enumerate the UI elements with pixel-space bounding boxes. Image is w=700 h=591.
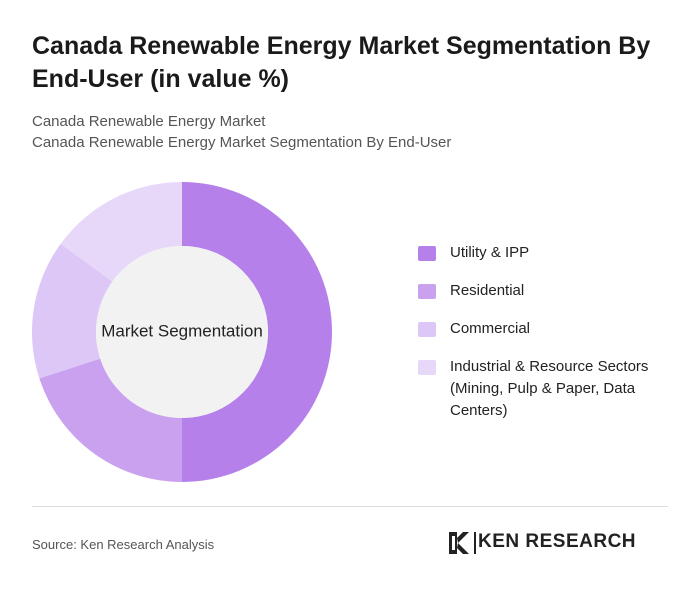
brand-name: KEN RESEARCH <box>478 531 637 552</box>
legend-label: Commercial <box>450 320 531 337</box>
divider <box>32 506 668 507</box>
center-label: Market Segmentation <box>101 321 263 340</box>
legend: Utility & IPP Residential Commercial Indust… <box>418 242 678 438</box>
source: Source: Ken Research Analysis <box>32 537 215 552</box>
legend-swatch <box>418 284 436 299</box>
donut-hole <box>96 246 268 418</box>
donut-segment <box>32 243 113 379</box>
legend-item: Utility & IPP <box>418 242 678 264</box>
legend-label: Industrial & Resource Sectors (Mining, P… <box>450 358 649 419</box>
legend-label: Residential <box>450 282 525 299</box>
chart-title: Canada Renewable Energy Market Segmentat… <box>32 32 651 93</box>
legend-item: Industrial & Resource Sectors (Mining, P… <box>418 356 678 422</box>
brand-separator <box>474 532 476 554</box>
legend-label: Utility & IPP <box>450 244 530 261</box>
legend-swatch <box>418 360 436 375</box>
legend-swatch <box>418 322 436 337</box>
donut-chart: Market Segmentation <box>32 182 332 482</box>
subtitle: Canada Renewable Energy Market Segmentat… <box>32 134 452 151</box>
subtitle: Canada Renewable Energy Market <box>32 113 266 130</box>
legend-item: Residential <box>418 280 678 302</box>
legend-item: Commercial <box>418 318 678 340</box>
legend-swatch <box>418 246 436 261</box>
donut-segment <box>60 182 183 282</box>
brand-logo <box>449 532 469 554</box>
donut-segment <box>39 358 182 482</box>
donut-segment <box>182 182 332 482</box>
